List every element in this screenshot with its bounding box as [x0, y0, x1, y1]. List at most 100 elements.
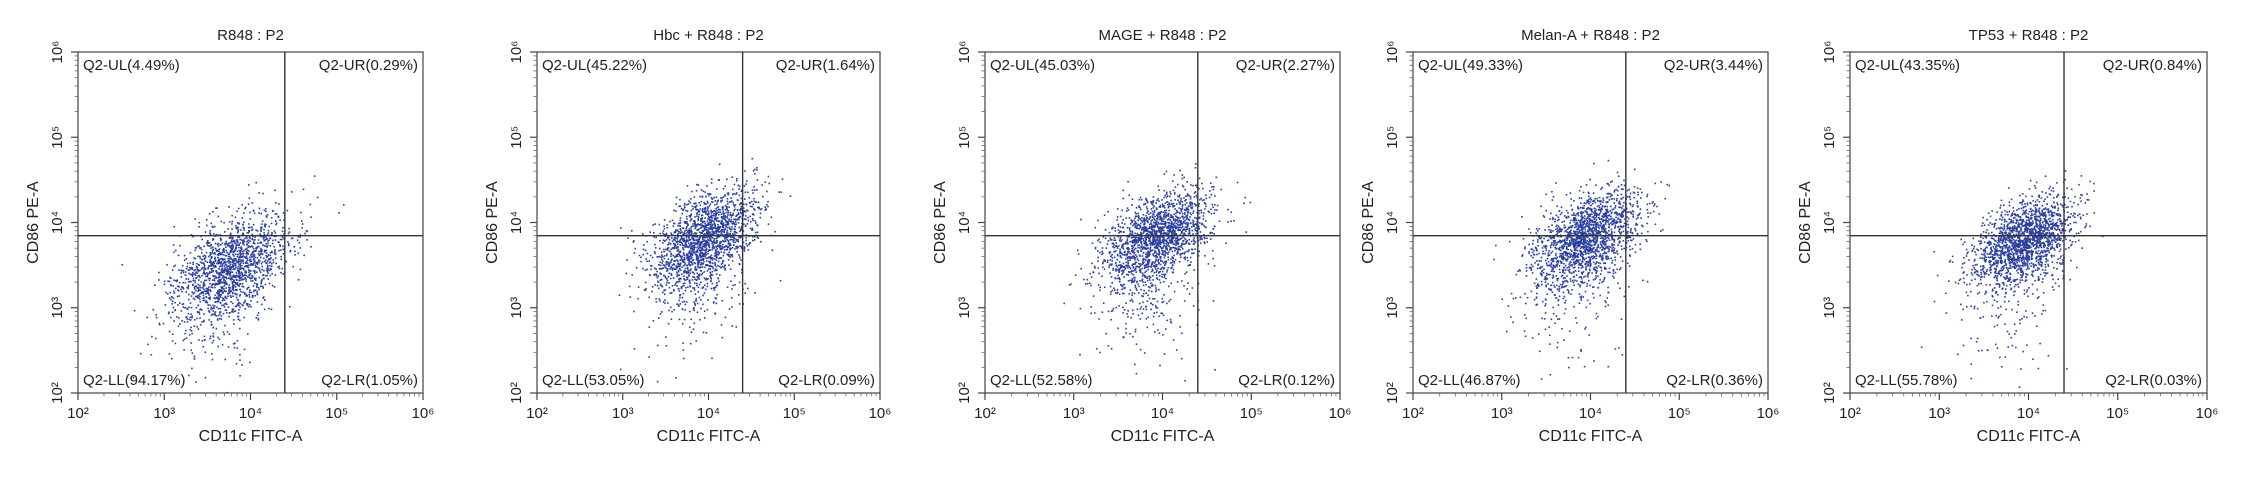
event-point [251, 237, 253, 240]
event-point [219, 307, 222, 310]
event-point [224, 358, 226, 361]
event-point [701, 208, 704, 210]
event-point [242, 243, 244, 245]
panel-title: R848 : P2 [217, 27, 284, 44]
event-point [255, 249, 257, 251]
event-point [1156, 236, 1159, 239]
event-point [1149, 276, 1152, 278]
event-point [627, 237, 629, 240]
event-point [734, 284, 736, 286]
event-point [241, 285, 243, 288]
event-point [1180, 220, 1182, 223]
event-point [203, 264, 206, 267]
event-point [717, 223, 719, 226]
event-point [263, 296, 265, 298]
event-point [1089, 282, 1091, 285]
event-point [1117, 225, 1120, 227]
event-point [231, 214, 233, 217]
event-point [714, 269, 716, 272]
event-point [1138, 285, 1140, 288]
event-point [231, 278, 234, 280]
event-point [1195, 232, 1197, 235]
event-point [1079, 307, 1082, 310]
event-point [1164, 221, 1166, 223]
event-point [188, 272, 190, 275]
event-point [688, 237, 690, 239]
event-point [1173, 226, 1176, 228]
event-point [1152, 237, 1154, 240]
event-point [738, 188, 740, 190]
event-point [1195, 217, 1198, 220]
event-point [632, 241, 635, 243]
event-point [200, 248, 203, 251]
event-point [265, 242, 267, 245]
event-point [675, 247, 678, 249]
event-point [671, 285, 674, 287]
event-point [656, 277, 659, 279]
event-point [693, 244, 696, 246]
event-point [726, 226, 729, 229]
event-point [700, 270, 702, 272]
event-point [240, 247, 242, 249]
event-point [1132, 242, 1134, 244]
panel-title: MAGE + R848 : P2 [1099, 27, 1227, 44]
event-point [230, 249, 233, 251]
event-point [694, 242, 697, 244]
event-point [666, 279, 669, 282]
event-point [698, 274, 700, 276]
event-point [233, 258, 236, 260]
event-point [191, 268, 193, 271]
quadrant-label-ur: Q2-UR(1.64%) [776, 57, 875, 74]
event-point [215, 207, 217, 209]
event-point [245, 265, 247, 267]
event-point [717, 234, 719, 236]
event-point [1127, 247, 1130, 249]
event-point [240, 271, 243, 274]
event-point [281, 267, 284, 270]
event-point [254, 282, 256, 285]
event-point [683, 221, 686, 223]
event-point [729, 211, 732, 214]
event-point [690, 233, 692, 236]
event-point [672, 267, 675, 270]
event-point [1182, 218, 1185, 220]
event-point [662, 260, 664, 263]
event-point [171, 303, 173, 305]
event-point [192, 284, 194, 286]
event-point [188, 334, 191, 336]
event-point [1168, 242, 1170, 244]
event-point [1116, 253, 1119, 256]
event-point [1148, 277, 1151, 280]
event-point [1213, 212, 1215, 215]
event-point [735, 240, 738, 242]
event-point [238, 285, 240, 287]
event-point [686, 276, 688, 278]
event-point [686, 256, 688, 258]
event-point [780, 191, 783, 193]
event-point [1118, 280, 1121, 283]
event-point [697, 286, 700, 289]
event-point [1145, 270, 1148, 272]
event-point [728, 206, 730, 208]
event-point [1183, 237, 1186, 240]
event-point [219, 289, 221, 291]
event-point [304, 232, 306, 235]
event-point [722, 260, 724, 263]
event-point [1197, 309, 1200, 311]
event-point [696, 243, 699, 246]
event-point [664, 293, 666, 296]
event-point [1177, 221, 1179, 223]
event-point [675, 281, 678, 283]
event-point [209, 304, 211, 306]
event-point [1166, 319, 1168, 322]
event-point [714, 287, 716, 289]
event-point [678, 290, 680, 292]
event-point [700, 247, 702, 249]
event-point [1184, 188, 1186, 191]
event-point [723, 246, 725, 249]
event-point [677, 274, 679, 277]
event-point [262, 297, 264, 299]
event-point [271, 242, 274, 245]
event-point [1141, 275, 1144, 277]
event-point [721, 233, 723, 235]
